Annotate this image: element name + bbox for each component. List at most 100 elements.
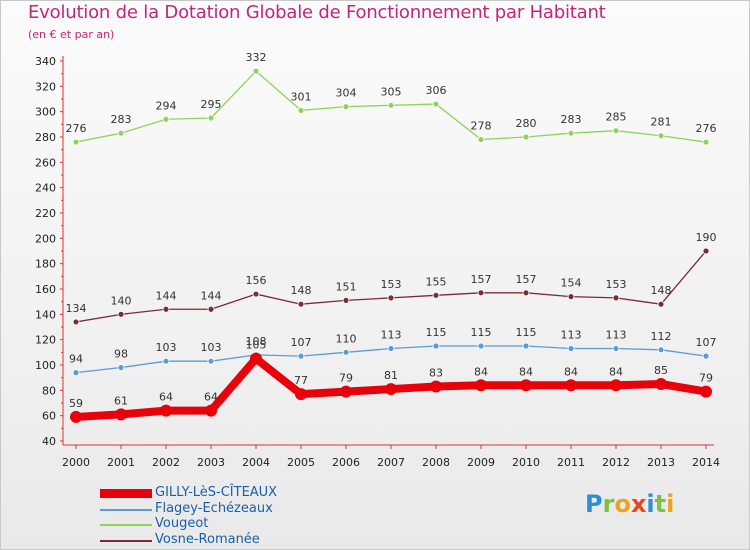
data-point [702, 138, 710, 146]
data-label: 85 [654, 364, 668, 377]
data-label: 79 [699, 372, 713, 385]
data-label: 64 [159, 391, 173, 404]
data-point [475, 379, 487, 392]
legend-item: Flagey-Echézeaux [100, 500, 360, 518]
data-point [72, 318, 80, 326]
x-tick-label: 2001 [107, 456, 135, 469]
data-label: 113 [561, 329, 582, 342]
data-label: 103 [201, 341, 222, 354]
data-label: 157 [471, 273, 492, 286]
legend-label: Flagey-Echézeaux [155, 500, 273, 516]
data-label: 105 [246, 339, 267, 352]
data-label: 115 [471, 326, 492, 339]
data-point [297, 300, 305, 308]
data-label: 280 [516, 117, 537, 130]
data-point [250, 352, 262, 365]
data-label: 294 [156, 99, 177, 112]
data-point [522, 289, 530, 297]
proxiti-logo: Proxiti [585, 490, 675, 518]
data-point [657, 132, 665, 140]
chart-subtitle: (en € et par an) [28, 28, 115, 41]
data-point [612, 294, 620, 302]
chart-title: Evolution de la Dotation Globale de Fonc… [28, 2, 606, 23]
y-tick-label: 120 [35, 334, 56, 347]
y-tick-label: 60 [42, 410, 56, 423]
legend-swatch [100, 539, 152, 542]
legend-swatch [100, 489, 152, 498]
data-point [342, 103, 350, 110]
data-point [117, 364, 125, 371]
data-point [207, 305, 215, 313]
data-point [252, 67, 260, 75]
data-label: 157 [516, 273, 537, 286]
data-label: 154 [561, 277, 582, 290]
y-tick-label: 160 [35, 283, 56, 296]
data-label: 84 [474, 365, 488, 378]
data-label: 332 [246, 51, 267, 64]
data-point [385, 383, 397, 396]
data-label: 107 [696, 336, 717, 349]
data-label: 156 [246, 274, 267, 287]
x-tick-label: 2013 [647, 456, 675, 469]
data-label: 283 [561, 113, 582, 126]
y-tick-label: 200 [35, 232, 56, 245]
x-tick-label: 2004 [242, 456, 270, 469]
data-point [432, 291, 440, 299]
data-label: 83 [429, 367, 443, 380]
data-label: 153 [606, 278, 627, 291]
legend-label: GILLY-LèS-CÎTEAUX [155, 485, 278, 500]
data-point [657, 346, 665, 354]
data-point [477, 342, 485, 350]
y-tick-label: 320 [35, 80, 56, 93]
data-point [162, 115, 170, 123]
data-label: 113 [381, 329, 402, 342]
legend-label: Vosne-Romanée [155, 531, 260, 547]
data-label: 64 [204, 391, 218, 404]
data-label: 110 [336, 332, 357, 345]
y-tick-label: 260 [35, 156, 56, 169]
data-point [297, 352, 305, 360]
x-tick-label: 2002 [152, 456, 180, 469]
data-label: 84 [609, 365, 623, 378]
data-point [162, 357, 170, 365]
data-point [387, 294, 395, 302]
y-tick-label: 280 [35, 131, 56, 144]
data-label: 81 [384, 369, 398, 382]
data-label: 151 [336, 280, 357, 293]
data-label: 276 [696, 122, 717, 135]
data-point [612, 345, 620, 352]
data-label: 304 [336, 87, 357, 100]
data-label: 148 [291, 284, 312, 297]
data-point [700, 385, 712, 398]
data-point [567, 293, 575, 301]
data-point [160, 404, 172, 417]
data-point [567, 345, 575, 352]
data-label: 98 [114, 348, 128, 361]
y-tick-label: 340 [35, 55, 56, 68]
data-point [702, 352, 710, 360]
data-label: 281 [651, 116, 672, 129]
data-point [522, 342, 530, 350]
data-label: 103 [156, 341, 177, 354]
data-label: 59 [69, 397, 83, 410]
x-tick-label: 2009 [467, 456, 495, 469]
data-point [702, 247, 710, 255]
data-point [657, 300, 665, 308]
data-label: 134 [66, 302, 87, 315]
legend-swatch [100, 508, 152, 511]
data-point [477, 136, 485, 143]
x-tick-label: 2003 [197, 456, 225, 469]
data-point [207, 114, 215, 122]
data-label: 113 [606, 329, 627, 342]
legend-label: Vougeot [155, 516, 209, 531]
data-point [207, 357, 215, 365]
legend-item: GILLY-LèS-CÎTEAUX [100, 485, 360, 502]
data-label: 305 [381, 85, 402, 98]
legend-item: Vougeot [100, 516, 360, 533]
data-label: 285 [606, 111, 627, 124]
y-tick-label: 100 [35, 359, 56, 372]
data-point [477, 289, 485, 297]
data-label: 108 [246, 335, 267, 348]
data-point [342, 348, 350, 356]
data-label: 153 [381, 278, 402, 291]
